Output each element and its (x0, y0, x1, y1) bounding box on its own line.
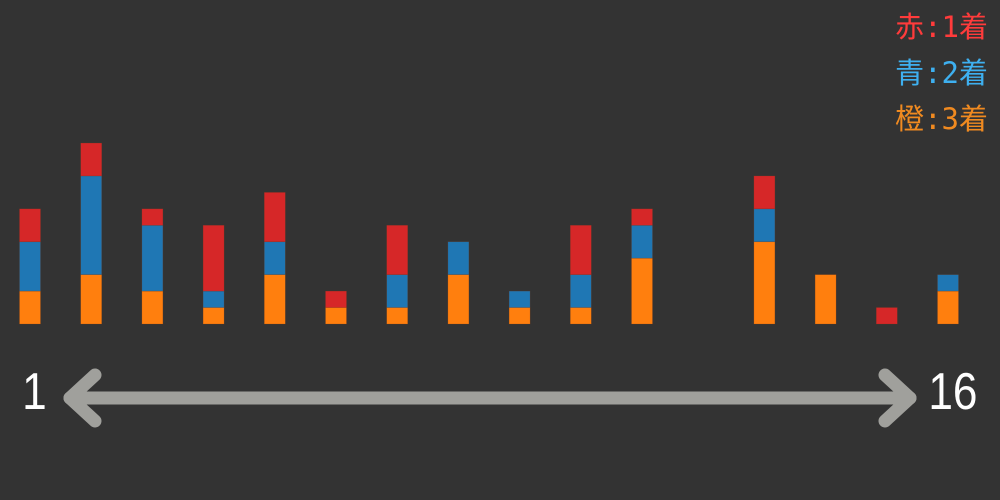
bar-2-series-2 (80, 142, 102, 177)
bar-13-series-1 (753, 208, 776, 243)
bar-8-series-0 (447, 274, 470, 325)
bar-10-series-2 (569, 225, 592, 275)
bar-2-series-1 (80, 175, 102, 275)
bar-4-series-0 (202, 307, 225, 325)
bar-2-series-0 (80, 274, 102, 325)
bar-16-series-1 (937, 274, 959, 292)
x-axis-start-label: 1 (22, 363, 47, 421)
bar-1-series-2 (19, 208, 41, 243)
legend-item-2nd: 青:2着 (895, 56, 988, 90)
bar-11-series-2 (631, 208, 653, 226)
bar-1-series-0 (19, 290, 41, 325)
bar-9-series-1 (508, 290, 531, 308)
bar-8-series-1 (447, 241, 470, 275)
bar-9-series-0 (508, 307, 531, 325)
legend-item-1st: 赤:1着 (895, 10, 988, 44)
bar-11-series-1 (631, 225, 653, 259)
bar-7-series-1 (386, 274, 409, 308)
bar-5-series-1 (263, 241, 286, 275)
x-axis-arrow (63, 368, 917, 428)
bar-7-series-0 (386, 307, 409, 325)
bar-10-series-0 (569, 307, 592, 325)
bar-5-series-0 (263, 274, 286, 325)
bar-13-series-0 (753, 241, 776, 325)
bar-16-series-0 (937, 290, 959, 325)
bar-5-series-2 (263, 192, 286, 243)
bar-14-series-0 (814, 274, 837, 325)
bar-3-series-0 (141, 290, 164, 325)
bar-13-series-2 (753, 175, 776, 210)
legend: 赤:1着 青:2着 橙:3着 (895, 4, 988, 142)
bar-4-series-1 (202, 290, 225, 308)
legend-item-3rd: 橙:3着 (895, 102, 988, 136)
bar-1-series-1 (19, 241, 41, 292)
bar-15-series-2 (875, 307, 898, 325)
bar-4-series-2 (202, 225, 225, 292)
bar-3-series-1 (141, 225, 164, 292)
x-axis-end-label: 16 (928, 363, 978, 421)
bar-10-series-1 (569, 274, 592, 308)
bar-11-series-0 (631, 257, 653, 325)
bars-group (19, 142, 959, 325)
bar-3-series-2 (141, 208, 164, 226)
bar-7-series-2 (386, 225, 409, 275)
bar-6-series-0 (325, 307, 347, 325)
bar-6-series-2 (325, 290, 347, 308)
